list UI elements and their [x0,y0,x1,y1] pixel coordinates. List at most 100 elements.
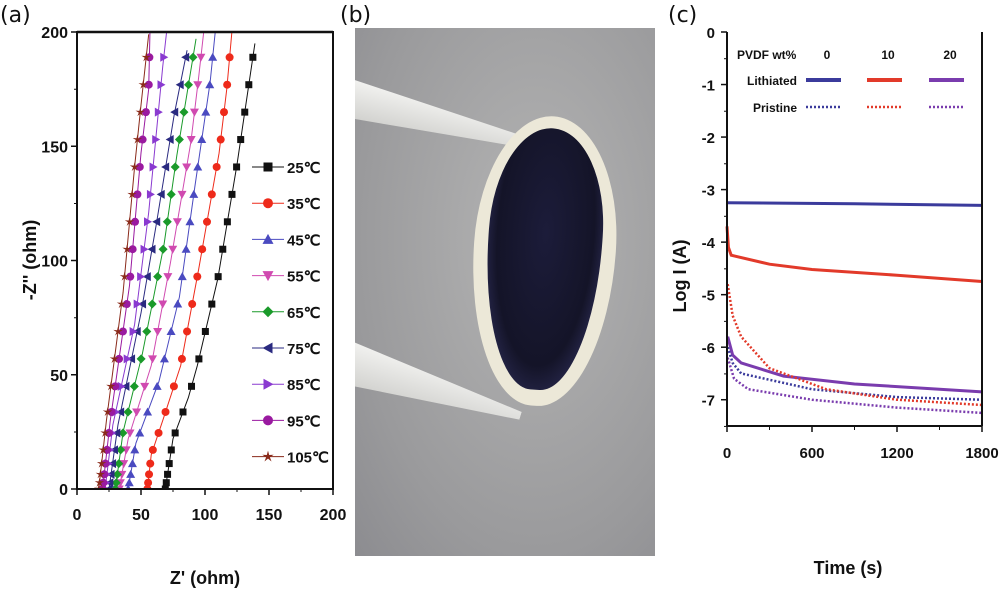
data-point [172,218,182,227]
legend-row-label: Pristine [753,101,797,115]
data-point [147,355,157,364]
x-tick-label: 50 [132,507,150,524]
data-point [161,407,170,416]
legend-item: 25℃ [252,160,321,177]
legend-label: 35℃ [287,196,321,213]
legend-label: 45℃ [287,232,321,249]
data-point [216,135,225,144]
data-point [188,52,198,62]
series-85℃ [101,32,169,489]
data-point [152,381,162,390]
data-point [146,459,155,468]
data-point [141,52,151,62]
y-tick-label: -4 [702,235,716,252]
y-axis-label: Log I (A) [670,240,690,313]
data-point [157,80,166,90]
data-point [179,107,189,117]
data-point [127,189,137,199]
data-point [96,458,107,468]
data-point [149,162,158,172]
x-tick-label: 1800 [965,445,998,462]
data-point [135,428,145,437]
data-point [193,272,202,281]
series-65℃ [110,38,198,489]
data-point [162,217,172,227]
data-point [124,478,134,487]
data-point [193,81,203,90]
data-point [170,162,180,172]
data-point [144,217,153,227]
data-point [163,273,173,282]
data-point [116,299,127,309]
eis-chart: 0 50 100 150 200 0 50 100 150 200 Z' (ohm) -Z'' (oh… [20,25,346,588]
legend-column: 10 [881,48,895,62]
data-point [181,244,191,253]
data-point [196,53,206,62]
data-point [114,459,124,469]
data-point [168,245,178,254]
legend-label: 25℃ [287,160,321,177]
data-point [225,53,234,62]
data-point [262,450,274,462]
legend-item: 45℃ [252,232,321,249]
data-point [110,484,120,489]
data-point [129,326,138,336]
series-25℃ [161,43,257,489]
data-point [233,163,241,171]
data-point [123,407,133,417]
data-point [113,326,123,336]
data-point [152,135,161,145]
data-point [116,445,126,455]
data-point [138,135,147,144]
data-point [158,244,168,254]
data-point [263,378,274,390]
legend-label: 75℃ [287,341,321,358]
data-point [189,189,199,198]
data-point [94,477,105,487]
data-point [262,342,273,354]
data-point [95,469,106,479]
series-lithiated-10 [725,226,983,284]
series-line [98,34,150,489]
y-tick-label: 0 [707,25,715,42]
data-point [160,52,169,62]
y-tick-label: 50 [50,368,68,385]
legend-row-label: Lithiated [747,74,797,88]
data-point [245,81,253,89]
data-point [131,217,140,226]
data-point [129,161,140,172]
data-point [237,136,245,144]
data-point [159,354,169,363]
data-point [223,218,231,226]
legend-item: 55℃ [252,269,321,286]
legend-label: 65℃ [287,305,321,322]
plot-area [94,32,257,489]
legend-item: 95℃ [252,413,321,430]
data-point [142,326,152,336]
data-point [132,408,142,417]
data-point [165,460,173,468]
data-point [177,272,187,281]
series-lithiated-20 [726,336,983,394]
y-tick-label: -6 [702,340,715,357]
x-tick-label: 150 [256,507,283,524]
data-point [154,107,163,117]
data-point [189,108,199,117]
data-point [125,429,135,438]
data-point [186,136,196,145]
data-point [182,163,192,172]
data-point [152,217,161,227]
sample-photo [355,28,655,556]
data-point [185,217,195,226]
data-point [174,135,184,145]
legend-item: 105℃ [252,450,329,467]
data-point [164,470,172,478]
data-point [195,355,203,363]
current-time-chart: 0 600 1200 1800 0 -1 -2 -3 -4 -5 -6 -7 Time (s) Log I… [670,25,999,578]
data-point [162,479,170,487]
data-point [98,444,108,454]
data-point [146,189,155,199]
series-line [118,32,205,489]
data-point [125,484,131,489]
data-point [102,406,113,417]
